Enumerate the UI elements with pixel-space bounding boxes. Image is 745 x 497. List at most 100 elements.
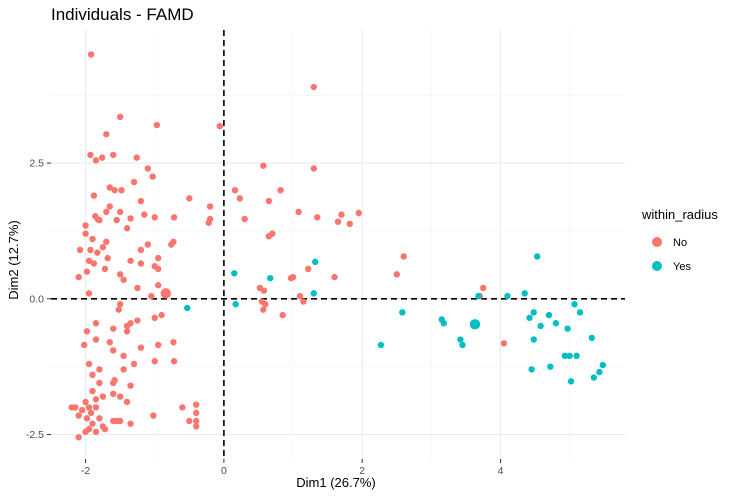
point-yes [552, 320, 560, 327]
point-no [193, 401, 200, 408]
point-yes [547, 363, 554, 370]
point-no [82, 398, 89, 406]
point-no [287, 274, 295, 282]
point-no [92, 404, 100, 411]
point-no [115, 306, 122, 313]
point-no [170, 358, 178, 365]
point-no [94, 216, 102, 223]
point-no [111, 186, 118, 194]
point-no [260, 162, 267, 169]
point-no [154, 282, 162, 289]
point-no [480, 284, 487, 292]
point-yes [399, 309, 406, 316]
x-tick-label: 4 [498, 465, 504, 477]
point-yes [576, 309, 584, 316]
point-no [96, 415, 103, 422]
point-no [314, 214, 321, 221]
point-no [80, 341, 88, 349]
point-no [75, 273, 82, 281]
point-no [127, 382, 134, 389]
x-axis-title: Dim1 (26.7%) [296, 475, 375, 490]
point-no [144, 165, 152, 172]
point-no [82, 222, 89, 229]
point-no [134, 284, 141, 292]
point-no [170, 339, 177, 346]
point-yes [571, 301, 578, 308]
point-no [151, 314, 158, 322]
point-no [133, 154, 140, 161]
point-no [106, 339, 113, 346]
point-no [123, 328, 131, 335]
point-no [96, 366, 103, 373]
point-no [92, 396, 100, 403]
point-no [92, 428, 100, 436]
point-no [116, 271, 124, 278]
point-yes [526, 314, 533, 322]
point-no [106, 203, 113, 210]
point-yes [457, 336, 464, 343]
legend-key-no [652, 237, 662, 247]
point-no [113, 417, 120, 425]
point-yes [310, 290, 317, 297]
point-no [83, 415, 91, 422]
legend-entries: No Yes [652, 237, 691, 273]
point-no [500, 340, 508, 347]
chart-title: Individuals - FAMD [51, 5, 194, 24]
point-no [123, 225, 131, 232]
point-yes [521, 290, 528, 297]
point-no [75, 434, 82, 441]
point-no [231, 186, 239, 194]
point-no [85, 404, 93, 411]
point-no [89, 387, 96, 395]
point-no [120, 366, 127, 373]
point-no [101, 425, 109, 433]
point-no [265, 197, 273, 205]
point-yes [533, 253, 541, 260]
point-no [158, 311, 165, 319]
point-no [92, 320, 100, 327]
point-no [110, 379, 117, 387]
point-no [127, 420, 134, 427]
point-no [92, 157, 100, 164]
point-no [400, 253, 407, 260]
point-no [193, 409, 200, 417]
point-no [338, 211, 345, 218]
point-yes [530, 336, 537, 343]
point-no [149, 173, 156, 180]
grid-major [51, 30, 625, 459]
x-tick-label: 2 [359, 465, 365, 477]
point-no [85, 290, 93, 297]
point-no [85, 257, 93, 264]
point-no [68, 404, 75, 411]
point-no [346, 220, 353, 228]
centroid-yes [469, 319, 481, 330]
point-no [113, 216, 120, 224]
point-no [130, 360, 138, 368]
point-no [116, 113, 124, 121]
point-no [116, 393, 124, 400]
y-tick-label: 2.5 [29, 158, 44, 170]
point-no [193, 417, 200, 425]
legend-label-yes: Yes [673, 261, 691, 273]
legend-title: within_radius [641, 207, 718, 222]
point-no [296, 292, 304, 300]
point-no [154, 254, 162, 262]
point-no [265, 233, 273, 240]
point-yes [440, 320, 448, 327]
point-no [137, 197, 145, 205]
point-no [241, 215, 248, 223]
point-no [141, 211, 148, 218]
point-no [168, 241, 175, 248]
point-yes [561, 352, 569, 360]
point-no [89, 235, 96, 243]
point-no [236, 195, 243, 202]
point-yes [599, 361, 607, 369]
point-no [123, 398, 131, 406]
point-no [94, 249, 101, 256]
point-yes [377, 341, 385, 349]
point-no [186, 417, 193, 425]
y-axis-title: Dim2 (12.7%) [6, 220, 21, 299]
point-no [116, 301, 124, 308]
point-no [103, 208, 110, 216]
point-no [83, 268, 91, 275]
